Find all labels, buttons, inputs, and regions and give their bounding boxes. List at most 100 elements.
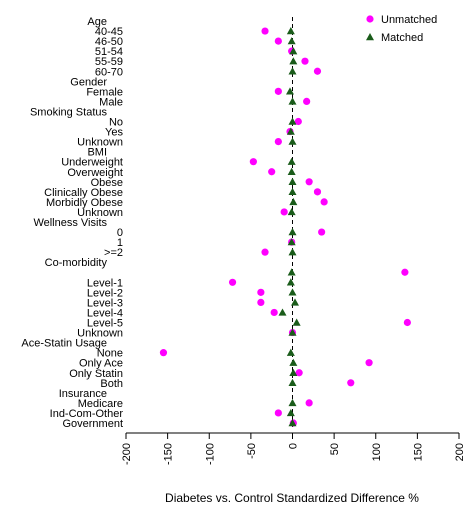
unmatched-point — [257, 288, 265, 296]
unmatched-point — [313, 67, 322, 75]
unmatched-point — [257, 298, 265, 306]
legend-label: Matched — [381, 32, 423, 44]
row-label: Unknown — [77, 207, 123, 219]
row-label: Level-1 — [87, 277, 123, 289]
row-label: Male — [99, 96, 123, 108]
row-label: 55-59 — [95, 56, 123, 68]
row-label: Government — [62, 418, 123, 430]
row-label: 60-70 — [95, 66, 123, 78]
unmatched-point — [274, 87, 282, 95]
row-label: Overweight — [67, 167, 123, 179]
matched-point — [286, 278, 295, 286]
x-tick-label: 0 — [288, 443, 300, 449]
unmatched-point — [320, 198, 328, 206]
matched-point — [287, 268, 296, 276]
unmatched-point — [280, 208, 288, 216]
group-label: Wellness Visits — [33, 217, 107, 229]
matched-point — [286, 127, 295, 135]
legend: Unmatched Matched — [366, 14, 437, 44]
row-label: Unknown — [77, 137, 123, 149]
matched-point — [288, 378, 297, 386]
matched-point — [288, 97, 297, 105]
row-label: Level-4 — [87, 307, 123, 319]
row-label: >=2 — [104, 247, 123, 259]
x-axis-label: Diabetes vs. Control Standardized Differ… — [165, 491, 419, 505]
row-label: 40-45 — [95, 26, 123, 38]
unmatched-point — [401, 268, 409, 276]
row-label: Only Statin — [69, 368, 123, 380]
matched-point — [288, 137, 297, 145]
row-label: Clinically Obese — [44, 187, 123, 199]
row-label: Yes — [105, 127, 123, 139]
matched-point — [288, 177, 297, 185]
legend-item-unmatched: Unmatched — [366, 14, 437, 26]
row-label: Female — [86, 86, 123, 98]
x-tick-label: 200 — [454, 443, 466, 461]
matched-point — [286, 87, 295, 95]
row-label: 51-54 — [95, 46, 123, 58]
unmatched-point — [305, 178, 313, 186]
unmatched-point — [268, 168, 276, 176]
matched-point — [286, 348, 295, 356]
group-label: BMI — [87, 147, 107, 159]
matched-point — [287, 37, 296, 45]
matched-point — [287, 167, 296, 175]
x-tick-label: -100 — [204, 443, 216, 465]
matched-point — [290, 298, 299, 306]
matched-point — [287, 157, 296, 165]
unmatched-point — [261, 27, 269, 35]
row-label: Morbidly Obese — [46, 197, 123, 209]
unmatched-point — [294, 117, 302, 126]
x-tick-label: -200 — [121, 443, 133, 465]
matched-point — [289, 197, 298, 206]
group-label: Smoking Status — [30, 106, 108, 118]
unmatched-point — [403, 318, 411, 327]
matched-point — [288, 328, 297, 336]
row-label: Only Ace — [79, 358, 123, 370]
matched-point — [278, 308, 287, 316]
unmatched-point — [274, 37, 282, 45]
row-label: Underweight — [61, 157, 123, 169]
unmatched-point — [347, 379, 355, 387]
unmatched-point — [301, 57, 309, 65]
unmatched-point — [274, 409, 282, 417]
unmatched-point — [365, 359, 373, 367]
row-label: 46-50 — [95, 36, 123, 48]
matched-point — [289, 57, 298, 65]
legend-marker — [366, 15, 374, 23]
unmatched-point — [270, 308, 278, 317]
matched-point — [287, 238, 296, 246]
matched-point — [287, 207, 296, 216]
matched-point — [289, 47, 298, 55]
row-label: No — [109, 117, 123, 129]
plot-area — [159, 17, 411, 427]
group-label: Gender — [70, 76, 107, 88]
x-tick-label: -150 — [163, 443, 175, 465]
row-label: 1 — [117, 237, 123, 249]
matched-point — [288, 419, 297, 427]
matched-point — [286, 27, 295, 35]
x-tick-label: 150 — [412, 443, 424, 461]
matched-point — [289, 368, 298, 376]
group-label: Age — [87, 16, 107, 28]
row-label: 0 — [117, 227, 123, 239]
group-label: Ace-Statin Usage — [21, 338, 107, 350]
matched-point — [289, 358, 298, 366]
row-label: Unknown — [77, 328, 123, 340]
unmatched-point — [274, 138, 282, 146]
x-tick-label: 100 — [371, 443, 383, 461]
legend-marker — [366, 33, 374, 41]
row-label: Medicare — [78, 398, 123, 410]
matched-point — [288, 67, 297, 75]
row-labels: Age40-4546-5051-5455-5960-70GenderFemale… — [21, 16, 123, 430]
unmatched-point — [303, 97, 311, 105]
group-label: Insurance — [59, 388, 107, 400]
unmatched-point — [305, 399, 313, 407]
unmatched-point — [228, 278, 237, 286]
matched-point — [292, 318, 301, 326]
matched-point — [286, 408, 295, 417]
unmatched-point — [318, 228, 326, 236]
unmatched-point — [159, 349, 168, 357]
unmatched-point — [295, 369, 303, 377]
